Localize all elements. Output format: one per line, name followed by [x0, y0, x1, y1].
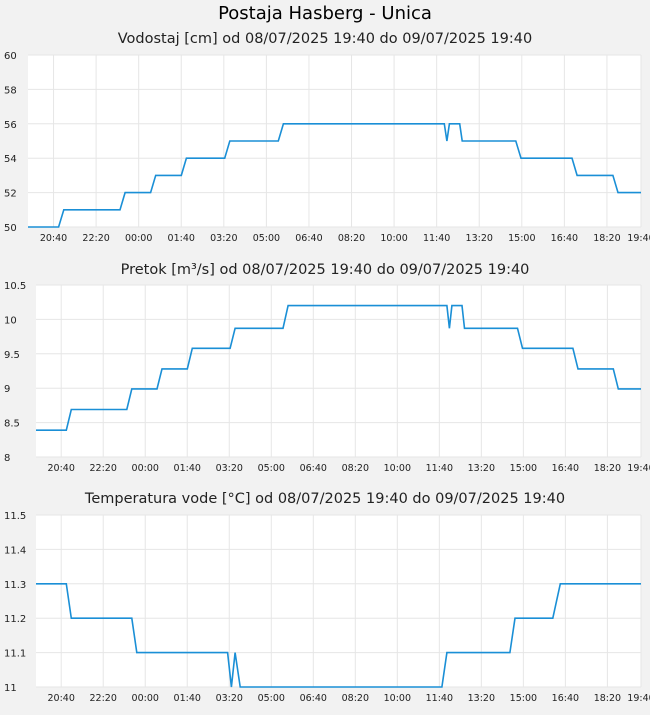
- plot-area: [28, 55, 641, 227]
- x-tick-label: 01:40: [174, 693, 201, 704]
- x-tick-label: 08:20: [338, 233, 365, 244]
- chart-title-temperatura: Temperatura vode [°C] od 08/07/2025 19:4…: [84, 491, 566, 507]
- x-tick-label: 11:40: [423, 233, 450, 244]
- x-tick-label: 11:40: [426, 463, 453, 474]
- x-tick-label: 22:20: [90, 693, 117, 704]
- x-tick-label: 06:40: [300, 463, 327, 474]
- x-tick-label: 20:40: [48, 693, 75, 704]
- y-tick-label: 8: [4, 453, 10, 464]
- x-tick-label: 19:40: [627, 693, 650, 704]
- x-tick-label: 13:20: [468, 463, 495, 474]
- y-tick-label: 58: [4, 85, 17, 96]
- y-tick-label: 11.5: [4, 511, 26, 522]
- x-tick-label: 11:40: [426, 693, 453, 704]
- series-line: [36, 583, 641, 688]
- series-line: [28, 123, 641, 228]
- x-tick-label: 08:20: [342, 693, 369, 704]
- x-tick-label: 10:00: [380, 233, 407, 244]
- x-tick-label: 01:40: [174, 463, 201, 474]
- x-tick-label: 20:40: [48, 463, 75, 474]
- series-line: [36, 304, 641, 431]
- x-tick-label: 05:00: [253, 233, 280, 244]
- x-tick-label: 10:00: [384, 693, 411, 704]
- x-tick-label: 19:40: [627, 233, 650, 244]
- chart-temperatura: 11 11.1 11.2 11.3 11.4 11.5 20:40 22:20 00:00 01:…: [4, 511, 650, 704]
- y-tick-label: 11.1: [4, 649, 26, 660]
- x-tick-label: 15:00: [508, 233, 535, 244]
- y-tick-label: 10.5: [4, 281, 26, 292]
- y-tick-label: 11.2: [4, 614, 26, 625]
- x-tick-label: 10:00: [384, 463, 411, 474]
- y-tick-label: 9: [4, 384, 10, 395]
- x-tick-label: 03:20: [216, 463, 243, 474]
- chart-title-pretok: Pretok [m³/s] od 08/07/2025 19:40 do 09/…: [120, 262, 530, 278]
- y-tick-label: 8.5: [4, 419, 20, 430]
- y-tick-label: 11.4: [4, 545, 26, 556]
- x-tick-label: 13:20: [468, 693, 495, 704]
- x-tick-label: 18:20: [594, 463, 621, 474]
- y-tick-label: 60: [4, 51, 17, 62]
- y-tick-label: 52: [4, 189, 17, 200]
- x-tick-label: 18:20: [594, 693, 621, 704]
- y-tick-label: 50: [4, 223, 17, 234]
- x-tick-label: 13:20: [466, 233, 493, 244]
- plot-area: [36, 285, 641, 457]
- chart-vodostaj: 50 52 54 56 58 60 20:40 22:20 00:00 01:40 03:20 05:…: [4, 51, 650, 244]
- y-tick-label: 54: [4, 154, 17, 165]
- y-tick-label: 9.5: [4, 350, 20, 361]
- x-tick-label: 16:40: [552, 693, 579, 704]
- x-tick-label: 19:40: [627, 463, 650, 474]
- chart-title-vodostaj: Vodostaj [cm] od 08/07/2025 19:40 do 09/…: [117, 31, 533, 47]
- x-tick-label: 22:20: [82, 233, 109, 244]
- x-tick-label: 06:40: [300, 693, 327, 704]
- y-tick-label: 56: [4, 120, 17, 131]
- x-tick-label: 00:00: [132, 693, 159, 704]
- x-tick-label: 06:40: [295, 233, 322, 244]
- x-tick-label: 15:00: [510, 463, 537, 474]
- chart-pretok: 8 8.5 9 9.5 10 10.5 20:40 22:20 00:00 01:40 03:20 0…: [4, 281, 650, 474]
- x-tick-label: 00:00: [125, 233, 152, 244]
- x-tick-label: 22:20: [90, 463, 117, 474]
- page-title: Postaja Hasberg - Unica: [218, 3, 432, 24]
- x-tick-label: 05:00: [258, 693, 285, 704]
- y-tick-label: 11: [4, 683, 17, 694]
- x-tick-label: 15:00: [510, 693, 537, 704]
- x-tick-label: 16:40: [551, 233, 578, 244]
- x-tick-label: 08:20: [342, 463, 369, 474]
- x-tick-label: 20:40: [40, 233, 67, 244]
- x-tick-label: 00:00: [132, 463, 159, 474]
- x-tick-label: 01:40: [168, 233, 195, 244]
- x-tick-label: 05:00: [258, 463, 285, 474]
- x-tick-label: 18:20: [593, 233, 620, 244]
- x-tick-label: 03:20: [210, 233, 237, 244]
- y-tick-label: 10: [4, 315, 17, 326]
- y-tick-label: 11.3: [4, 580, 26, 591]
- x-tick-label: 03:20: [216, 693, 243, 704]
- plot-area: [36, 515, 641, 687]
- x-tick-label: 16:40: [552, 463, 579, 474]
